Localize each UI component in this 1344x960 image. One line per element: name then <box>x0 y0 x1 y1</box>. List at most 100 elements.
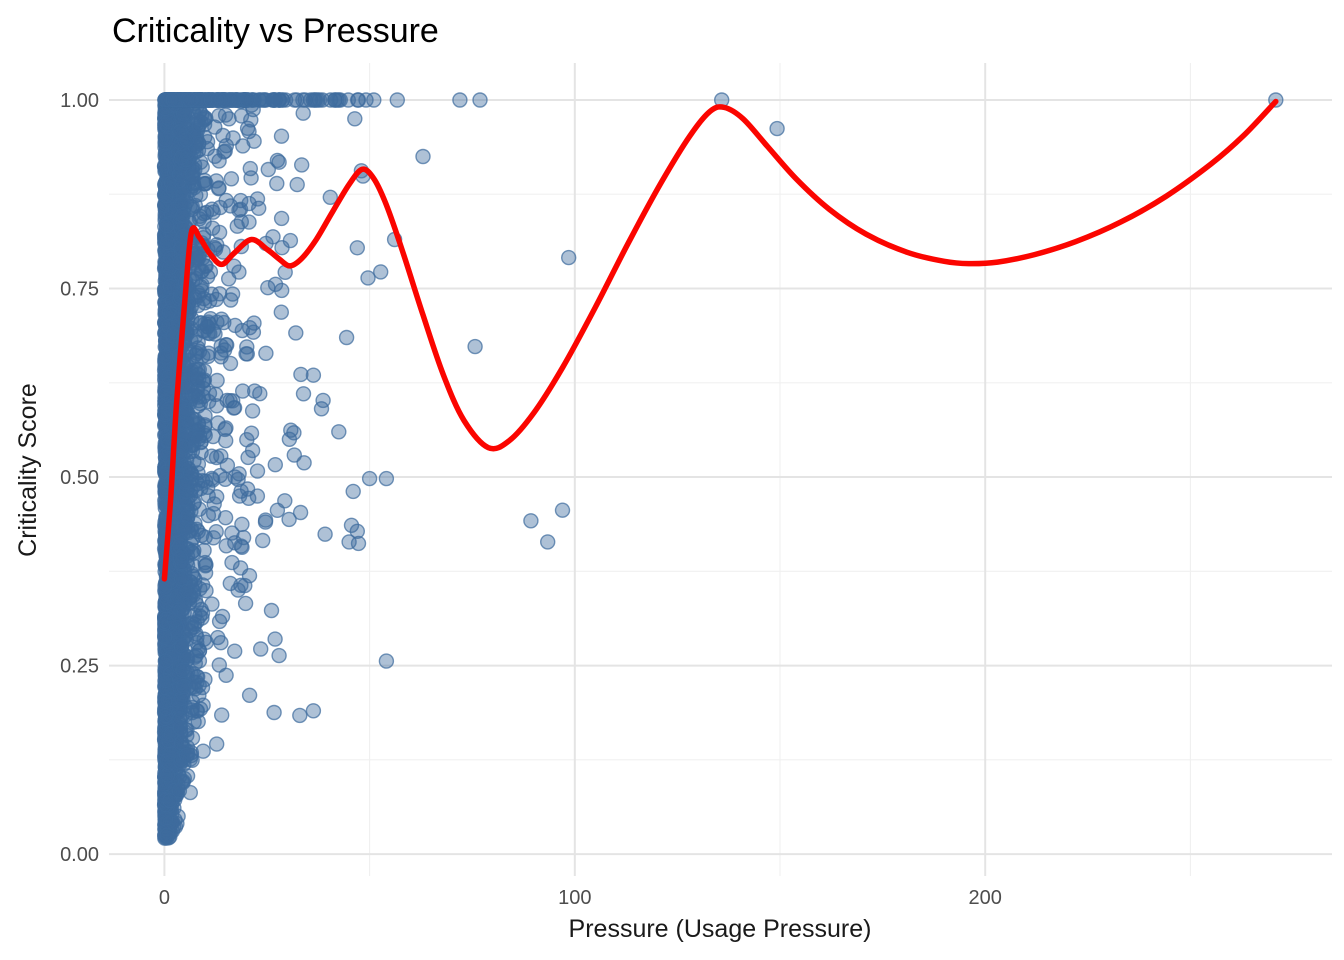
data-point <box>157 810 174 827</box>
data-point <box>172 550 189 566</box>
data-point <box>234 383 251 399</box>
data-point <box>161 369 177 386</box>
data-point <box>452 92 468 108</box>
y-tick-label: 0.00 <box>60 844 99 866</box>
data-point <box>239 339 255 355</box>
data-point <box>313 401 330 417</box>
data-point <box>211 613 228 630</box>
data-point <box>218 337 234 353</box>
data-point <box>347 111 363 127</box>
data-point <box>305 367 322 383</box>
data-point <box>295 386 312 402</box>
data-point <box>167 92 183 108</box>
y-tick-label: 1.00 <box>60 90 99 112</box>
data-point <box>173 149 190 166</box>
data-point <box>240 449 256 466</box>
data-point <box>294 157 310 173</box>
data-point <box>178 747 195 764</box>
data-point <box>200 507 217 524</box>
data-point <box>246 133 262 149</box>
data-point <box>202 264 219 280</box>
data-point <box>378 653 395 669</box>
x-axis-title: Pressure (Usage Pressure) <box>569 915 872 943</box>
data-point <box>227 535 243 551</box>
data-point <box>296 455 312 471</box>
data-point <box>267 276 284 292</box>
data-point <box>213 635 229 651</box>
data-point <box>305 703 322 719</box>
data-point <box>208 291 224 308</box>
data-point <box>295 105 311 121</box>
data-point <box>179 648 195 665</box>
data-point <box>196 116 213 133</box>
data-point <box>204 596 220 612</box>
data-point <box>289 176 305 193</box>
data-point <box>467 338 483 355</box>
y-tick-label: 0.75 <box>60 278 99 300</box>
y-axis-title: Criticality Score <box>14 383 42 557</box>
data-point <box>157 131 174 148</box>
data-point <box>194 323 211 339</box>
data-point <box>229 218 246 234</box>
data-point <box>158 217 175 234</box>
data-point <box>217 510 234 526</box>
data-point <box>157 672 174 689</box>
data-point <box>188 596 205 613</box>
data-point <box>210 180 227 197</box>
data-point <box>360 270 376 286</box>
data-point <box>253 641 269 657</box>
x-tick-label: 200 <box>969 887 1002 909</box>
data-point <box>172 720 189 736</box>
data-point <box>273 128 290 144</box>
y-tick-label: 0.25 <box>60 656 99 678</box>
smooth-trend-line <box>161 98 1279 582</box>
data-point <box>295 92 311 108</box>
data-point <box>159 234 176 251</box>
data-point <box>175 105 192 122</box>
data-point <box>183 412 199 428</box>
data-point <box>208 449 225 466</box>
y-tick-labels: 0.00 0.25 0.50 0.75 1.00 <box>60 90 99 866</box>
data-point <box>198 557 214 573</box>
data-point <box>209 372 225 389</box>
data-point <box>540 534 556 550</box>
data-point <box>361 470 378 487</box>
data-point <box>258 345 274 361</box>
data-point <box>190 431 207 447</box>
data-point <box>378 470 395 487</box>
data-point <box>185 385 202 401</box>
data-point <box>217 107 234 123</box>
data-point <box>273 304 289 320</box>
data-point <box>184 363 200 379</box>
data-point <box>332 92 348 108</box>
data-point <box>213 707 230 723</box>
data-point <box>222 292 239 308</box>
data-point <box>232 560 249 576</box>
data-point <box>227 469 243 485</box>
data-point <box>358 92 374 108</box>
data-point <box>331 424 347 440</box>
data-point <box>249 463 266 479</box>
data-point <box>267 457 283 473</box>
data-point <box>171 783 188 799</box>
data-point <box>233 577 249 593</box>
data-point <box>345 483 361 500</box>
chart-title: Criticality vs Pressure <box>112 12 439 50</box>
data-point <box>554 502 571 518</box>
data-point <box>204 201 220 217</box>
data-point <box>242 160 259 177</box>
y-tick-label: 0.50 <box>60 467 99 489</box>
gridlines-major <box>109 63 1332 876</box>
data-point <box>156 629 173 645</box>
data-point <box>223 171 240 187</box>
data-point <box>205 530 222 546</box>
data-point <box>237 595 254 612</box>
data-point <box>211 657 228 673</box>
data-point <box>185 175 201 191</box>
data-point <box>179 132 195 148</box>
data-point <box>349 240 365 256</box>
x-tick-label: 0 <box>159 887 170 909</box>
data-point <box>226 643 243 659</box>
data-point <box>225 130 241 146</box>
